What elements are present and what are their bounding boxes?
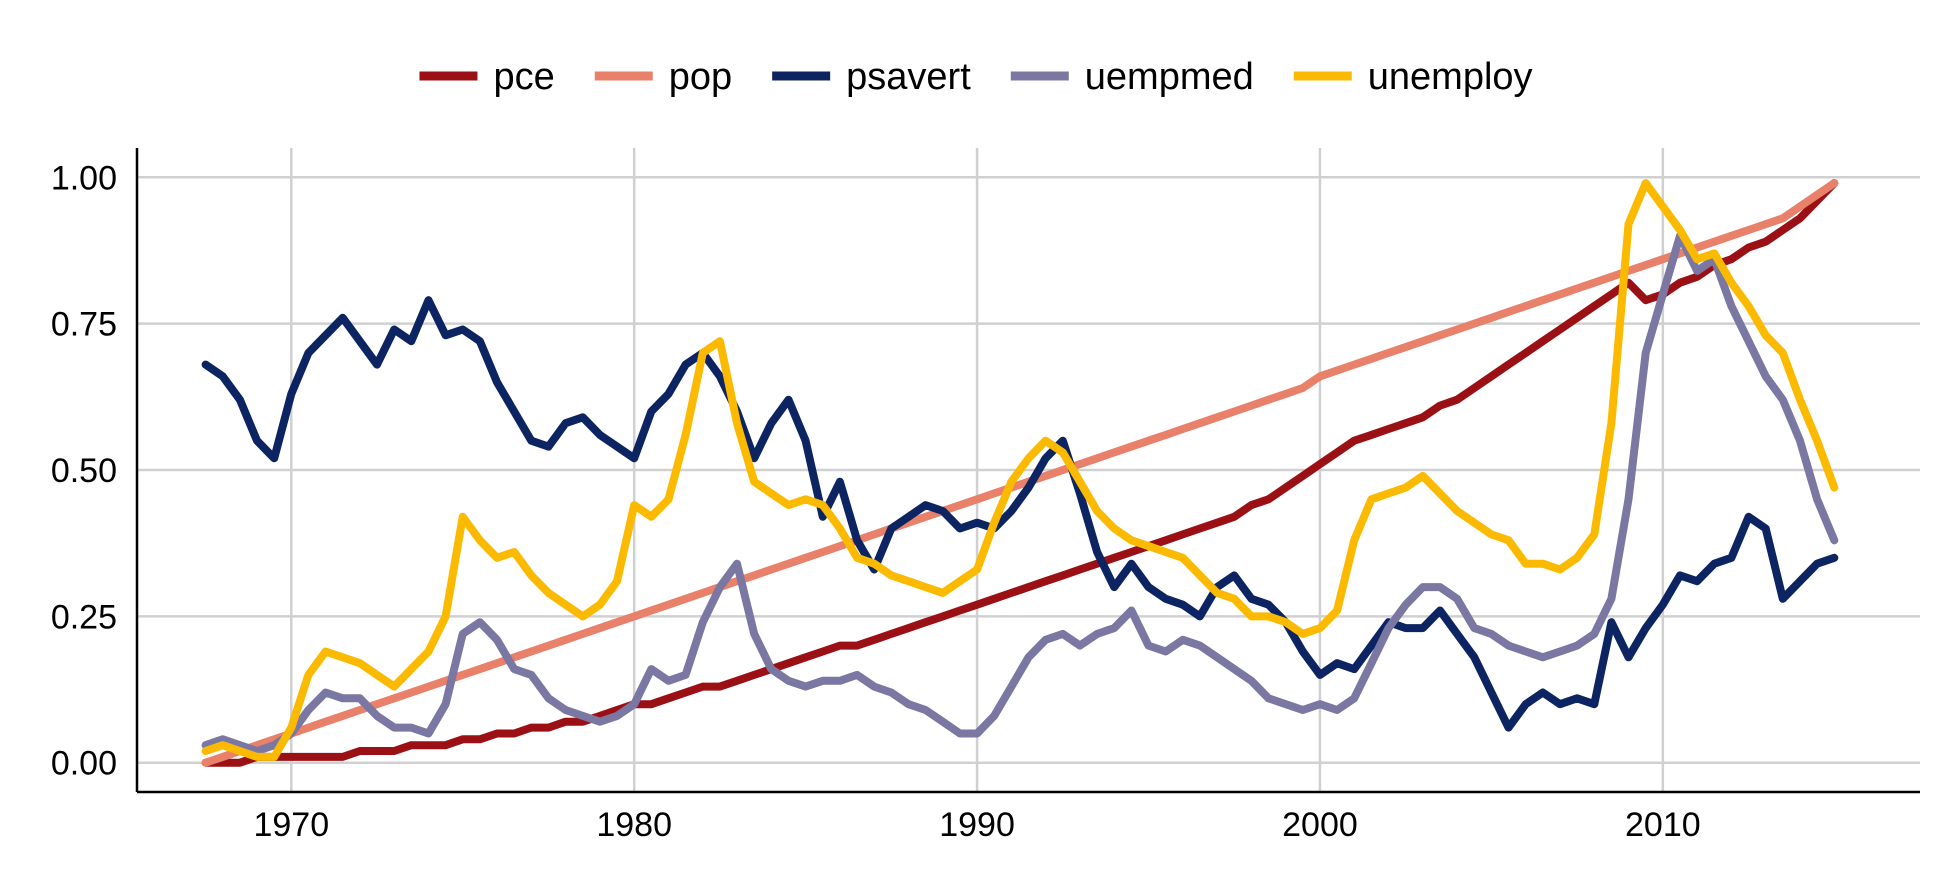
y-tick-label: 0.00 [51,745,117,783]
series-line-pop [201,179,1839,767]
y-tick-label: 1.00 [51,159,117,197]
x-tick-label: 2010 [1625,806,1701,844]
legend-label-psavert: psavert [846,56,971,98]
x-tick-label: 2000 [1282,806,1358,844]
x-tick-label: 1970 [253,806,329,844]
series-lines [201,179,1839,767]
legend: pce pop psavert uempmed unemploy [419,56,1533,98]
series-line-uempmed [201,231,1839,755]
legend-label-pop: pop [669,56,732,98]
series-line-pce [201,179,1839,767]
x-tick-label: 1980 [596,806,672,844]
y-tick-label: 0.25 [51,598,117,636]
legend-label-uempmed: uempmed [1085,56,1254,98]
y-tick-label: 0.50 [51,452,117,490]
legend-label-pce: pce [493,56,554,98]
series-line-unemploy [201,179,1839,761]
y-tick-label: 0.75 [51,306,117,344]
axes: 1970 1980 1990 2000 2010 0.00 0.25 0.50 0.75 1.00 [51,148,1920,844]
series-line-psavert [201,296,1839,732]
x-tick-label: 1990 [939,806,1015,844]
legend-label-unemploy: unemploy [1368,56,1533,98]
